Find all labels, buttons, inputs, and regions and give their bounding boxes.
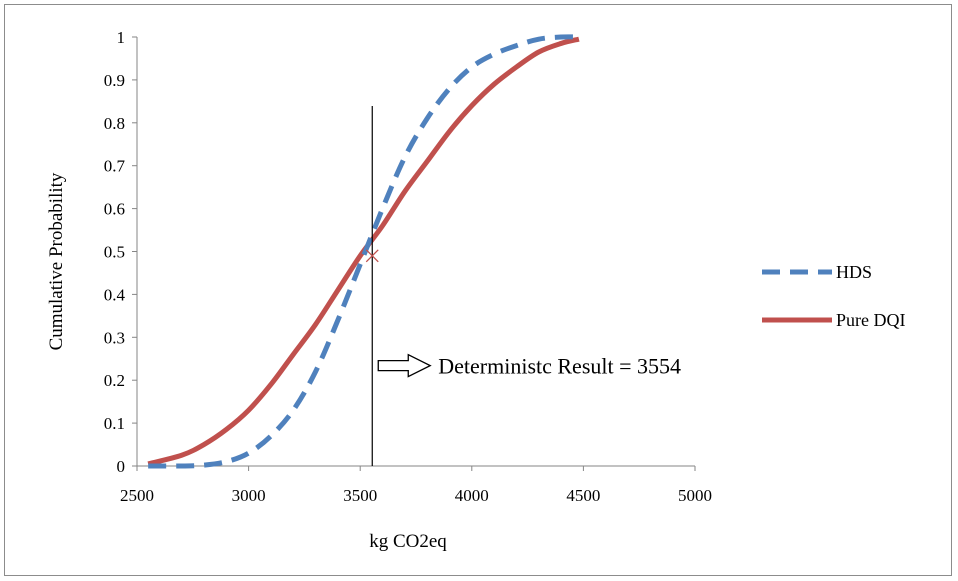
x-tick-label: 5000: [678, 486, 712, 505]
annotation: Deterministc Result = 3554: [377, 353, 681, 379]
legend: HDS Pure DQI: [762, 262, 906, 330]
y-tick-label: 0.2: [104, 371, 125, 390]
arrow-right-icon: [377, 353, 432, 378]
y-ticks: 0 0.1 0.2 0.3 0.4 0.5 0.6 0.7 0.8 0.9 1: [104, 28, 137, 476]
y-tick-label: 0.7: [104, 157, 126, 176]
x-axis-title: kg CO2eq: [369, 531, 447, 552]
y-tick-label: 0: [117, 457, 126, 476]
series-line-hds: [148, 34, 579, 469]
y-tick-label: 0.4: [104, 285, 126, 304]
y-tick-label: 0.5: [104, 243, 125, 262]
legend-label-hds: HDS: [836, 262, 872, 282]
x-tick-label: 3000: [232, 486, 266, 505]
x-tick-label: 3500: [343, 486, 377, 505]
legend-item-hds: HDS: [762, 262, 872, 282]
series-layer: [147, 34, 580, 469]
legend-label-pure-dqi: Pure DQI: [836, 310, 906, 330]
x-tick-label: 4500: [566, 486, 600, 505]
deterministic-result-label: Deterministc Result = 3554: [438, 354, 681, 379]
y-tick-label: 1: [117, 28, 126, 47]
y-tick-label: 0.3: [104, 328, 125, 347]
y-axis-title: Cumulative Probability: [46, 172, 67, 350]
reference-layer: [365, 106, 379, 466]
x-ticks: 2500 3000 3500 4000 4500 5000: [120, 466, 712, 505]
y-tick-label: 0.8: [104, 114, 125, 133]
x-tick-label: 2500: [120, 486, 154, 505]
y-tick-label: 0.1: [104, 414, 125, 433]
y-tick-label: 0.9: [104, 71, 125, 90]
x-tick-label: 4000: [455, 486, 489, 505]
legend-item-pure-dqi: Pure DQI: [762, 310, 906, 330]
y-tick-label: 0.6: [104, 200, 125, 219]
axes: [136, 37, 695, 467]
intersection-marker: [365, 249, 379, 263]
